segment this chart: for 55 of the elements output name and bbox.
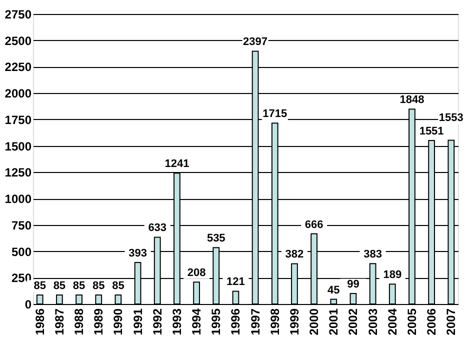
y-tick-label: 1750 [4, 112, 32, 127]
x-tick-label: 2005 [404, 308, 419, 336]
data-label: 1848 [400, 94, 424, 106]
y-tick-label: 2000 [4, 86, 32, 101]
x-tick-label: 1992 [150, 308, 164, 336]
x-tick-label: 1988 [72, 308, 86, 336]
x-tick-label: 1994 [190, 308, 204, 336]
data-label: 189 [383, 269, 402, 282]
data-label: 666 [304, 218, 324, 231]
data-label: 383 [364, 248, 382, 261]
y-tick-label: 1250 [4, 166, 32, 180]
y-tick-label: 1500 [4, 139, 32, 154]
x-tick-label: 2001 [326, 308, 341, 336]
x-tick-label: 2003 [366, 308, 380, 336]
data-label: 85 [112, 280, 124, 292]
x-tick-label: 2004 [385, 308, 400, 336]
y-tick-label: 0 [24, 298, 32, 312]
data-label: 85 [72, 280, 86, 292]
data-label: 1553 [438, 112, 464, 124]
x-tick-label: 1996 [228, 308, 243, 336]
data-label: 1715 [262, 108, 288, 120]
x-tick-label: 1998 [268, 308, 282, 336]
data-label: 382 [285, 248, 304, 261]
data-label: 85 [53, 280, 66, 292]
x-tick-label: 2000 [307, 308, 322, 336]
x-tick-label: 1997 [248, 308, 262, 336]
data-label: 85 [34, 280, 46, 292]
x-tick-label: 2002 [346, 308, 360, 336]
data-label: 85 [92, 280, 105, 292]
x-tick-label: 2006 [424, 308, 439, 336]
y-tick-label: 750 [11, 218, 32, 232]
data-label: 2397 [243, 36, 268, 48]
data-label: 1241 [164, 158, 190, 170]
x-tick-label: 1989 [92, 308, 106, 336]
y-tick-label: 500 [11, 244, 32, 259]
x-tick-label: 1993 [170, 308, 184, 336]
y-tick-label: 1000 [4, 192, 32, 206]
data-label: 633 [148, 222, 167, 234]
x-tick-label: 1995 [209, 308, 224, 336]
data-label: 393 [128, 248, 147, 260]
data-label: 45 [328, 284, 340, 296]
x-tick-label: 1986 [32, 308, 47, 336]
x-tick-label: 1990 [111, 308, 126, 336]
data-label: 535 [206, 232, 226, 245]
x-tick-label: 1991 [130, 308, 145, 336]
x-tick-label: 1999 [287, 308, 302, 336]
data-label: 121 [226, 276, 245, 288]
y-tick-label: 2750 [4, 8, 32, 22]
x-tick-label: 2007 [444, 308, 458, 336]
x-tick-label: 1987 [52, 308, 66, 336]
y-tick-label: 2250 [4, 60, 32, 74]
data-label: 1551 [419, 125, 444, 138]
data-label: 208 [187, 267, 206, 280]
y-tick-label: 2500 [4, 34, 32, 48]
data-label: 99 [347, 278, 360, 291]
